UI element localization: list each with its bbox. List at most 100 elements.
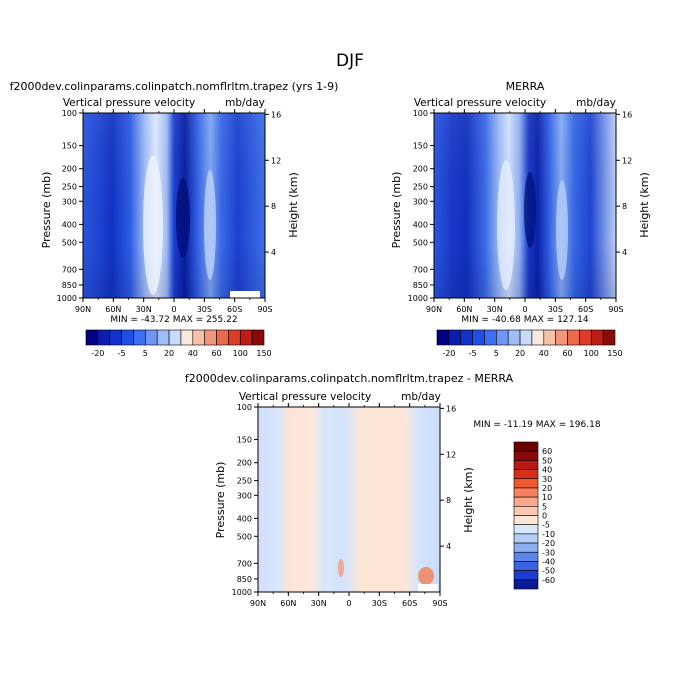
contour-dark-core — [524, 172, 536, 248]
y-tick-label: 250 — [62, 183, 77, 192]
x-tick-label: 30S — [372, 599, 387, 608]
x-tick-label: 30S — [197, 305, 212, 314]
colorbar-label: 5 — [542, 502, 547, 511]
colorbar-swatch — [448, 329, 462, 346]
colorbar-swatch — [579, 329, 592, 346]
colorbar-swatch — [109, 329, 122, 346]
x-tick-label: 0 — [346, 599, 351, 608]
y-tick-label: 500 — [237, 532, 252, 541]
colorbar-swatch — [543, 329, 556, 346]
colorbar-swatch — [513, 533, 539, 544]
y-tick-label: 150 — [413, 142, 428, 151]
colorbar-swatch — [513, 570, 539, 581]
colorbar-swatch — [472, 329, 485, 346]
y-tick-label: 250 — [237, 477, 252, 486]
x-tick-label: 90N — [75, 305, 91, 314]
contour-light-band — [143, 155, 163, 295]
x-tick-label: 60N — [456, 305, 472, 314]
panel-subtitle: Vertical pressure velocity — [414, 97, 546, 109]
colorbar-swatch — [507, 329, 521, 346]
colorbar-swatch — [496, 329, 509, 346]
colorbar-swatch — [85, 329, 99, 346]
colorbar-label: 40 — [188, 349, 198, 358]
y-axis-label: Pressure (mb) — [214, 462, 227, 539]
y2-tick-label: 4 — [622, 248, 627, 257]
colorbar: -20 -5 5 20 40 60 100 150 — [436, 329, 623, 358]
colorbar-swatch — [156, 329, 170, 346]
x-tick-label: 0 — [171, 305, 176, 314]
x-tick-label: 30N — [311, 599, 327, 608]
colorbar-swatch — [460, 329, 473, 346]
colorbar-label: 20 — [515, 349, 525, 358]
contour-light-band-south — [556, 180, 568, 280]
y-tick-label: 200 — [62, 165, 77, 174]
panel-title: f2000dev.colinparams.colinpatch.nomflrlt… — [10, 80, 339, 93]
colorbar-label: -20 — [442, 349, 455, 358]
colorbar-swatch — [531, 329, 545, 346]
x-tick-label: 90N — [250, 599, 266, 608]
contour-dark-core — [176, 178, 190, 258]
y-tick-label: 850 — [413, 281, 428, 290]
y2-axis-label: Height (km) — [287, 172, 300, 238]
colorbar-swatch — [145, 329, 158, 346]
min-max-label: MIN = -43.72 MAX = 255.22 — [110, 315, 237, 325]
y-tick-label: 1000 — [232, 588, 252, 597]
colorbar-label: 20 — [164, 349, 174, 358]
colorbar-swatch — [216, 329, 229, 346]
y2-tick-label: 16 — [271, 110, 281, 119]
y-tick-label: 400 — [413, 220, 428, 229]
y-tick-label: 700 — [413, 265, 428, 274]
colorbar-swatch — [519, 329, 533, 346]
panel-subtitle: Vertical pressure velocity — [63, 97, 195, 109]
colorbar-swatch — [513, 515, 539, 525]
x-tick-label: 30N — [487, 305, 503, 314]
y-axis-label: Pressure (mb) — [390, 172, 403, 249]
colorbar-swatch — [168, 329, 182, 346]
colorbar-label: -40 — [542, 557, 555, 566]
panel-model: f2000dev.colinparams.colinpatch.nomflrlt… — [10, 80, 339, 358]
colorbar-label: 40 — [542, 466, 552, 475]
y-tick-label: 150 — [237, 436, 252, 445]
colorbar-label: 100 — [233, 349, 248, 358]
y-tick-label: 250 — [413, 183, 428, 192]
y-tick-label: 1000 — [57, 294, 77, 303]
panel-subtitle: Vertical pressure velocity — [239, 391, 371, 403]
colorbar-label: -20 — [542, 539, 555, 548]
colorbar-swatch — [513, 551, 539, 562]
y-tick-label: 300 — [237, 491, 252, 500]
colorbar-label: -20 — [91, 349, 104, 358]
colorbar-label: 30 — [542, 475, 552, 484]
panel-title: MERRA — [506, 80, 545, 93]
x-tick-label: 30N — [136, 305, 152, 314]
colorbar-swatch — [513, 469, 539, 480]
x-tick-label: 90S — [432, 599, 447, 608]
colorbar-swatch — [204, 329, 217, 346]
panel-units: mb/day — [401, 391, 441, 403]
colorbar-swatch — [555, 329, 568, 346]
colorbar-swatch — [567, 329, 580, 346]
y-tick-label: 700 — [62, 265, 77, 274]
y-tick-label: 400 — [62, 220, 77, 229]
y-axis-label: Pressure (mb) — [40, 172, 53, 249]
surface-mask — [418, 584, 438, 592]
panel-units: mb/day — [225, 97, 265, 109]
y-tick-label: 850 — [237, 575, 252, 584]
plot-shade — [83, 113, 265, 298]
x-tick-label: 90S — [257, 305, 272, 314]
y2-tick-label: 16 — [446, 404, 456, 413]
panel-units: mb/day — [576, 97, 616, 109]
x-tick-label: 60S — [227, 305, 242, 314]
y2-tick-label: 12 — [446, 450, 456, 459]
y2-tick-label: 8 — [446, 496, 451, 505]
colorbar-label: -60 — [542, 576, 555, 585]
y2-tick-label: 4 — [271, 248, 276, 257]
colorbar-swatch — [513, 496, 539, 507]
colorbar-swatch — [513, 487, 539, 498]
colorbar-label: 60 — [562, 349, 572, 358]
y-tick-label: 1000 — [408, 294, 428, 303]
colorbar-swatch — [513, 561, 539, 571]
colorbar: -20 -5 5 20 40 60 100 150 — [85, 329, 272, 358]
colorbar-swatch — [239, 329, 253, 346]
colorbar-swatch — [513, 506, 539, 516]
colorbar-label: 100 — [584, 349, 599, 358]
